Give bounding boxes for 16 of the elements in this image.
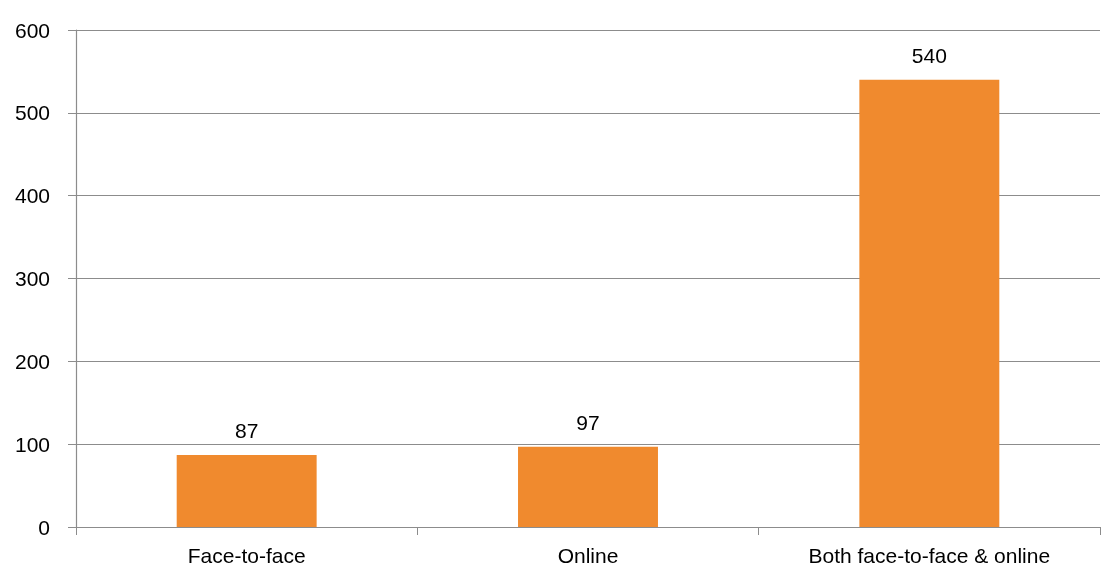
y-tick-label: 0	[38, 515, 50, 539]
x-tick-label: Both face-to-face & online	[808, 544, 1051, 567]
y-tick-label: 300	[14, 267, 50, 290]
bar	[859, 79, 1000, 527]
data-label: 97	[576, 410, 600, 434]
data-label: 87	[234, 418, 259, 442]
x-tick-label: Face-to-face	[187, 544, 306, 567]
y-tick-label: 100	[14, 432, 50, 456]
bar	[176, 454, 317, 527]
y-tick-label: 500	[14, 101, 50, 125]
x-tick-label: Online	[557, 544, 619, 567]
y-tick-label: 600	[14, 18, 50, 42]
bar	[518, 446, 658, 527]
y-tick-label: 400	[14, 184, 50, 208]
y-tick-label: 200	[14, 349, 50, 373]
data-label: 540	[911, 43, 947, 67]
